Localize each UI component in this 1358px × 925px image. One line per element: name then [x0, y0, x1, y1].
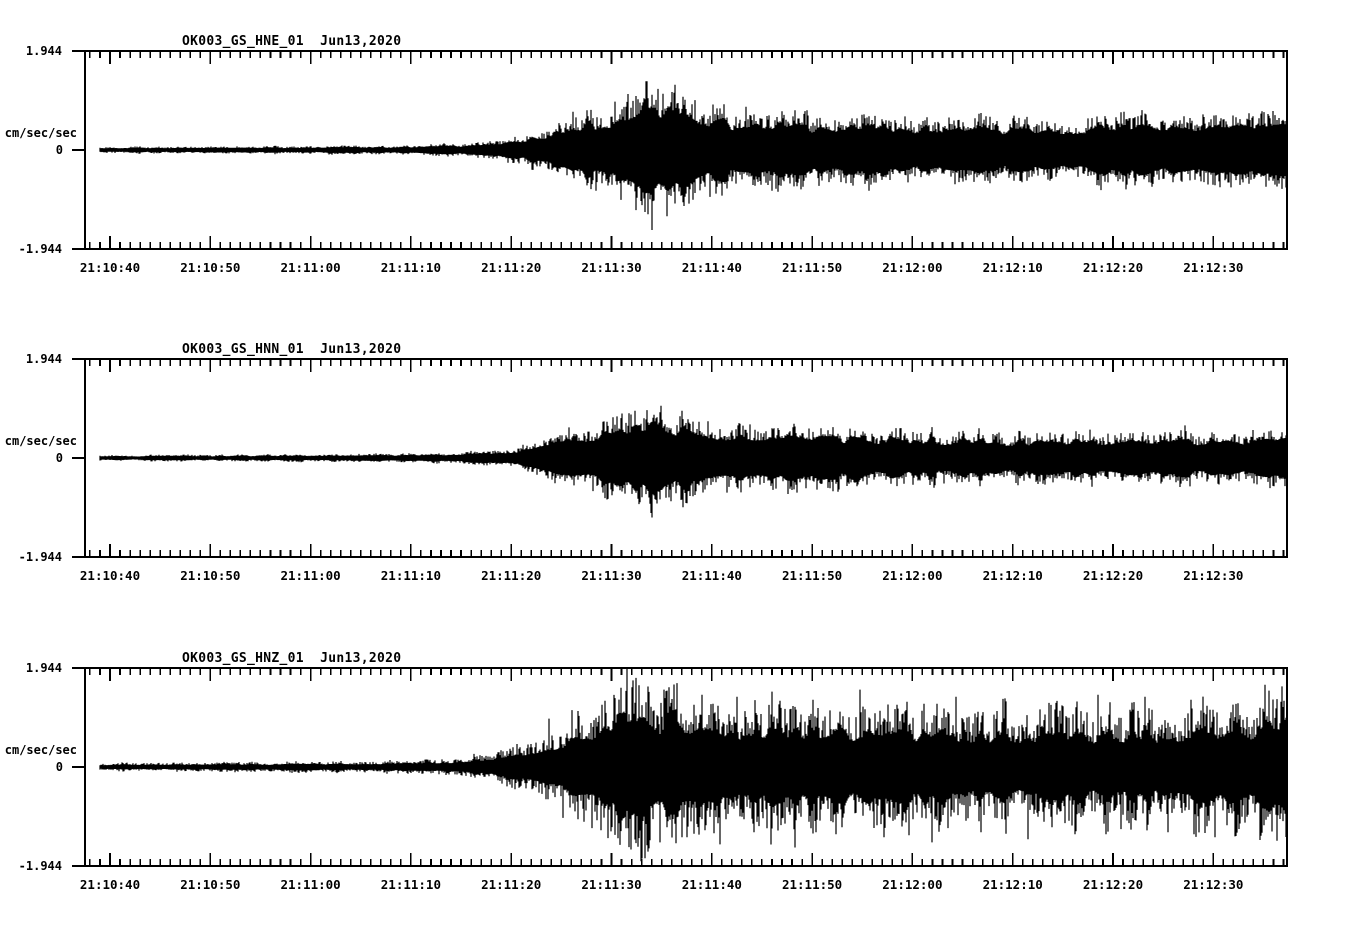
x-tick-label: 21:11:50	[781, 568, 843, 583]
x-tick-label: 21:12:20	[1082, 260, 1144, 275]
y-tick-label-max: 1.944	[25, 661, 62, 675]
x-tick-label: 21:11:30	[581, 260, 642, 275]
y-tick-label-min: -1.944	[18, 859, 62, 873]
y-tick-label-min: -1.944	[18, 550, 62, 564]
x-tick-label: 21:12:30	[1183, 260, 1244, 275]
x-tick-label: 21:12:10	[982, 877, 1043, 892]
x-tick-label: 21:12:10	[982, 568, 1043, 583]
x-tick-label: 21:11:40	[681, 260, 742, 275]
seismogram-panel-hnn: OK003_GS_HNN_01 Jun13,2020 1.944 cm/sec/…	[0, 308, 1358, 616]
x-axis-tick-labels: 21:10:40 21:10:50 21:11:00 21:11:10 21:11:20…	[0, 877, 1358, 895]
y-tick-label-zero: 0	[55, 143, 63, 157]
waveform-trace	[99, 81, 1288, 230]
x-tick-label: 21:11:20	[481, 568, 542, 583]
x-tick-label: 21:12:20	[1082, 877, 1144, 892]
axis-ticks	[72, 50, 1285, 250]
x-axis-tick-labels: 21:10:40 21:10:50 21:11:00 21:11:10 21:11:20…	[0, 568, 1358, 586]
trace-title: OK003_GS_HNE_01 Jun13,2020	[182, 34, 402, 49]
x-tick-label: 21:10:50	[180, 568, 241, 583]
y-tick-label-max: 1.944	[25, 44, 62, 58]
x-tick-label: 21:11:10	[380, 877, 441, 892]
x-tick-label: 21:12:30	[1183, 568, 1244, 583]
x-tick-label: 21:10:40	[79, 568, 141, 583]
plot-frame	[84, 358, 1288, 558]
seismogram-panel-hne: OK003_GS_HNE_01 Jun13,2020 1.944 cm/sec/…	[0, 0, 1358, 308]
x-axis-tick-labels: 21:10:40 21:10:50 21:11:00 21:11:10 21:11:20…	[0, 260, 1358, 278]
x-tick-label: 21:11:40	[681, 568, 742, 583]
trace-title: OK003_GS_HNZ_01 Jun13,2020	[182, 651, 402, 666]
x-tick-label: 21:11:50	[781, 260, 843, 275]
x-tick-label: 21:11:00	[280, 260, 341, 275]
x-tick-label: 21:11:50	[781, 877, 843, 892]
x-tick-label: 21:10:40	[79, 260, 141, 275]
seismogram-plot-svg	[72, 667, 1288, 867]
seismogram-plot-svg	[72, 50, 1288, 250]
seismogram-plot-svg	[72, 358, 1288, 558]
x-tick-label: 21:11:20	[481, 260, 542, 275]
y-axis-units-label: cm/sec/sec	[4, 434, 77, 448]
axis-ticks	[72, 667, 1285, 867]
x-tick-label: 21:11:10	[380, 568, 441, 583]
x-tick-label: 21:11:40	[681, 877, 742, 892]
y-tick-label-zero: 0	[55, 760, 63, 774]
x-tick-label: 21:10:50	[180, 260, 241, 275]
plot-frame	[84, 667, 1288, 867]
x-tick-label: 21:11:30	[581, 877, 642, 892]
x-tick-label: 21:12:20	[1082, 568, 1144, 583]
plot-frame	[84, 50, 1288, 250]
y-tick-label-max: 1.944	[25, 352, 62, 366]
y-axis-units-label: cm/sec/sec	[4, 126, 77, 140]
trace-title: OK003_GS_HNN_01 Jun13,2020	[182, 342, 402, 357]
x-tick-label: 21:12:00	[882, 568, 943, 583]
x-tick-label: 21:10:50	[180, 877, 241, 892]
waveform-trace	[99, 405, 1288, 518]
y-axis-units-label: cm/sec/sec	[4, 743, 77, 757]
y-tick-label-min: -1.944	[18, 242, 62, 256]
x-tick-label: 21:11:30	[581, 568, 642, 583]
x-tick-label: 21:12:10	[982, 260, 1043, 275]
x-tick-label: 21:11:00	[280, 568, 341, 583]
x-tick-label: 21:10:40	[79, 877, 141, 892]
x-tick-label: 21:12:00	[882, 260, 943, 275]
seismogram-panel-hnz: OK003_GS_HNZ_01 Jun13,2020 1.944 cm/sec/…	[0, 617, 1358, 925]
x-tick-label: 21:12:00	[882, 877, 943, 892]
x-tick-label: 21:11:20	[481, 877, 542, 892]
x-tick-label: 21:11:10	[380, 260, 441, 275]
axis-ticks	[72, 358, 1285, 558]
y-tick-label-zero: 0	[55, 451, 63, 465]
waveform-trace	[99, 668, 1288, 862]
x-tick-label: 21:12:30	[1183, 877, 1244, 892]
x-tick-label: 21:11:00	[280, 877, 341, 892]
